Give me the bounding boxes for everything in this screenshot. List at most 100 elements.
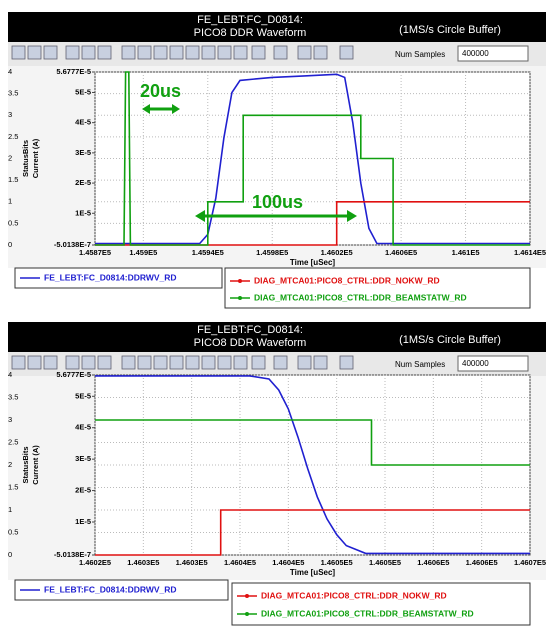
title-bar (8, 12, 546, 42)
toolbar-button[interactable] (97, 45, 112, 60)
x-tick-label: 1.4602E5 (321, 248, 353, 257)
toolbar-button[interactable] (273, 45, 288, 60)
x-tick-label: 1.4594E5 (192, 248, 224, 257)
toolbar-button[interactable] (65, 355, 80, 370)
x-tick-label: 1.4605E5 (369, 558, 401, 567)
y2-tick-label: 2E-5 (75, 178, 91, 187)
series-line (95, 375, 530, 555)
toolbar-button[interactable] (217, 45, 232, 60)
window-title: FE_LEBT:FC_D0814: (197, 14, 303, 26)
x-tick-label: 1.4606E5 (417, 558, 449, 567)
buffer-note: (1MS/s Circle Buffer) (399, 24, 501, 36)
y2-tick-label: 3E-5 (75, 148, 91, 157)
toolbar-button[interactable] (27, 355, 42, 370)
legend-label: FE_LEBT:FC_D0814:DDRWV_RD (44, 584, 177, 594)
toolbar-button[interactable] (313, 355, 328, 370)
toolbar-button[interactable] (81, 45, 96, 60)
toolbar-button[interactable] (339, 45, 354, 60)
legend-label: DIAG_MTCA01:PICO8_CTRL:DDR_BEAMSTATW_RD (254, 292, 467, 302)
series-line (95, 73, 530, 245)
num-samples-label: Num Samples (395, 360, 445, 369)
y2-tick-label: 4E-5 (75, 118, 91, 127)
window-title: FE_LEBT:FC_D0814: (197, 324, 303, 336)
toolbar-button[interactable] (273, 355, 288, 370)
toolbar-button[interactable] (153, 45, 168, 60)
toolbar-button[interactable] (137, 45, 152, 60)
x-tick-label: 1.4603E5 (176, 558, 208, 567)
toolbar-button[interactable] (217, 355, 232, 370)
y-tick-label: 3 (8, 415, 12, 424)
num-samples-label: Num Samples (395, 50, 445, 59)
toolbar-button[interactable] (201, 45, 216, 60)
x-tick-label: 1.4604E5 (224, 558, 256, 567)
toolbar-button[interactable] (297, 45, 312, 60)
toolbar-button[interactable] (201, 355, 216, 370)
y-tick-label: 0.5 (8, 527, 18, 536)
y-tick-label: 3.5 (8, 392, 18, 401)
toolbar-button[interactable] (153, 355, 168, 370)
y2-tick-label: 2E-5 (75, 486, 91, 495)
y-tick-label: 2.5 (8, 132, 18, 141)
x-tick-label: 1.4587E5 (79, 248, 111, 257)
y-tick-label: 4 (8, 370, 12, 379)
x-tick-label: 1.4605E5 (321, 558, 353, 567)
toolbar-button[interactable] (121, 355, 136, 370)
legend-marker (238, 296, 242, 300)
toolbar-button[interactable] (65, 45, 80, 60)
y-axis-label: StatusBits (21, 140, 30, 177)
toolbar-button[interactable] (27, 45, 42, 60)
y2-tick-label: 5E-5 (75, 87, 91, 96)
toolbar-button[interactable] (43, 355, 58, 370)
legend-label: FE_LEBT:FC_D0814:DDRWV_RD (44, 272, 177, 282)
y2-tick-label: -5.0138E-7 (54, 550, 91, 559)
legend-marker (245, 594, 249, 598)
toolbar-button[interactable] (11, 45, 26, 60)
y-tick-label: 0.5 (8, 218, 18, 227)
y-tick-label: 1.5 (8, 175, 18, 184)
y2-axis-label: Current (A) (31, 138, 40, 178)
annotation-text: 20us (140, 81, 181, 101)
annotation-100us: 100us (195, 192, 357, 222)
num-samples-input[interactable] (457, 45, 529, 62)
toolbar-button[interactable] (137, 355, 152, 370)
toolbar-button[interactable] (313, 45, 328, 60)
toolbar-button[interactable] (339, 355, 354, 370)
y-axis-label: StatusBits (21, 446, 30, 483)
series-line (95, 201, 530, 246)
num-samples-input[interactable] (457, 355, 529, 372)
x-axis-label: Time [uSec] (290, 568, 336, 577)
toolbar-button[interactable] (43, 45, 58, 60)
toolbar-button[interactable] (97, 355, 112, 370)
y2-tick-label: 5.6777E-5 (56, 370, 91, 379)
toolbar-button[interactable] (233, 355, 248, 370)
y-tick-label: 1 (8, 197, 12, 206)
window-subtitle: PICO8 DDR Waveform (194, 337, 307, 349)
x-tick-label: 1.4606E5 (385, 248, 417, 257)
legend-box (224, 267, 531, 309)
y2-tick-label: 1E-5 (75, 517, 91, 526)
toolbar-button[interactable] (11, 355, 26, 370)
x-tick-label: 1.4602E5 (79, 558, 111, 567)
y-tick-label: 1 (8, 505, 12, 514)
y-tick-label: 0 (8, 550, 12, 559)
legend-label: DIAG_MTCA01:PICO8_CTRL:DDR_NOKW_RD (254, 275, 440, 285)
toolbar-button[interactable] (251, 45, 266, 60)
x-tick-label: 1.4598E5 (256, 248, 288, 257)
buffer-note: (1MS/s Circle Buffer) (399, 334, 501, 346)
toolbar-button[interactable] (297, 355, 312, 370)
y-tick-label: 1.5 (8, 482, 18, 491)
series-line (95, 71, 530, 246)
toolbar-button[interactable] (169, 45, 184, 60)
legend-label: DIAG_MTCA01:PICO8_CTRL:DDR_NOKW_RD (261, 590, 447, 600)
toolbar-button[interactable] (81, 355, 96, 370)
y-tick-label: 3.5 (8, 89, 18, 98)
toolbar-button[interactable] (185, 355, 200, 370)
toolbar-button[interactable] (121, 45, 136, 60)
y-tick-label: 4 (8, 67, 12, 76)
legend-label: DIAG_MTCA01:PICO8_CTRL:DDR_BEAMSTATW_RD (261, 608, 474, 618)
legend-box (231, 582, 531, 626)
toolbar-button[interactable] (185, 45, 200, 60)
toolbar-button[interactable] (233, 45, 248, 60)
toolbar-button[interactable] (251, 355, 266, 370)
toolbar-button[interactable] (169, 355, 184, 370)
